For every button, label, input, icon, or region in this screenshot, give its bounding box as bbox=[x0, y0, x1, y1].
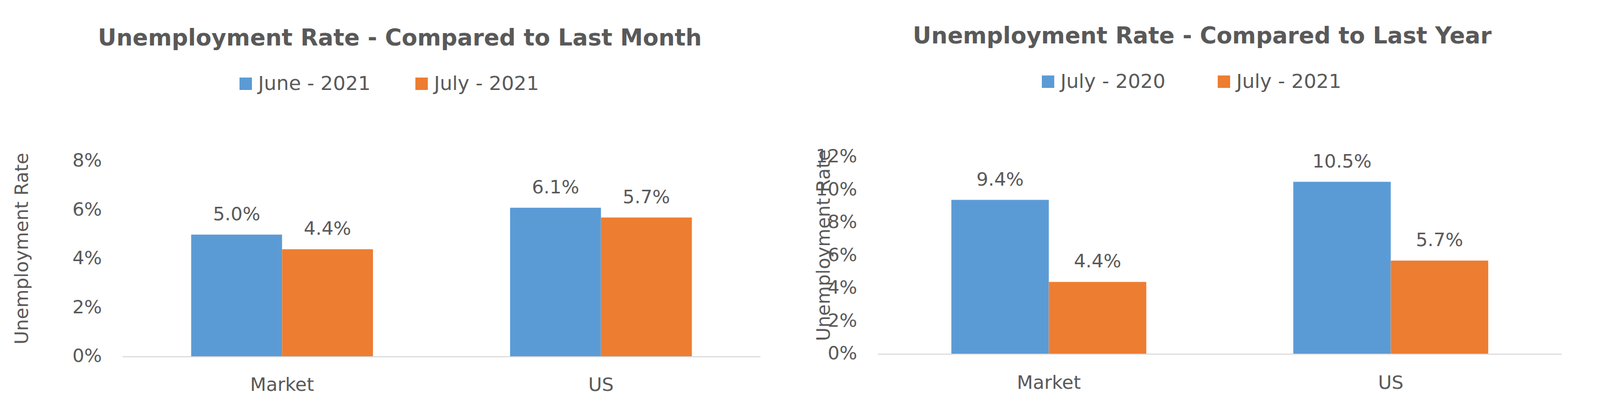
legend-label: June - 2021 bbox=[257, 71, 371, 95]
data-label: 10.5% bbox=[1312, 150, 1372, 172]
plot-area bbox=[191, 207, 693, 357]
data-label: 5.7% bbox=[622, 186, 670, 208]
legend-label: July - 2021 bbox=[432, 71, 540, 95]
chart-title: Unemployment Rate - Compared to Last Yea… bbox=[913, 22, 1492, 49]
data-label: 6.1% bbox=[531, 176, 579, 198]
legend: July - 2020 July - 2021 bbox=[1041, 69, 1342, 93]
y-tick-label: 0% bbox=[72, 345, 102, 367]
y-tick-label: 4% bbox=[72, 247, 102, 269]
data-label: 5.7% bbox=[1415, 229, 1463, 251]
y-tick-label: 12% bbox=[815, 145, 858, 167]
x-tick-label: US bbox=[588, 374, 614, 396]
y-tick-label: 4% bbox=[827, 276, 858, 298]
chart-title: Unemployment Rate - Compared to Last Mon… bbox=[97, 24, 702, 51]
legend-swatch bbox=[415, 77, 428, 91]
bar bbox=[601, 217, 693, 357]
y-tick-label: 2% bbox=[827, 309, 858, 332]
plot-area bbox=[951, 182, 1489, 355]
data-label: 9.4% bbox=[976, 168, 1024, 190]
legend-swatch bbox=[239, 77, 252, 91]
legend-label: July - 2021 bbox=[1235, 69, 1342, 93]
y-tick-label: 8% bbox=[72, 149, 102, 171]
bar bbox=[510, 207, 602, 357]
data-label: 4.4% bbox=[1073, 250, 1121, 272]
data-label: 4.4% bbox=[303, 217, 351, 239]
y-tick-label: 0% bbox=[827, 342, 858, 364]
bar bbox=[1049, 281, 1147, 355]
y-tick-label: 6% bbox=[72, 198, 102, 220]
x-tick-label: Market bbox=[1017, 371, 1082, 394]
x-tick-label: Market bbox=[249, 374, 314, 396]
bar bbox=[951, 200, 1049, 355]
y-tick-label: 6% bbox=[827, 244, 858, 266]
y-tick-label: 8% bbox=[827, 211, 858, 233]
bar bbox=[1391, 260, 1489, 355]
y-tick-label: 10% bbox=[815, 178, 858, 200]
bar bbox=[281, 249, 373, 357]
x-tick-label: US bbox=[1378, 371, 1404, 394]
bar bbox=[1293, 182, 1391, 355]
bar bbox=[191, 234, 283, 357]
x-axis-line bbox=[122, 356, 761, 358]
legend: June - 2021 July - 2021 bbox=[239, 71, 540, 95]
x-axis-line bbox=[877, 353, 1562, 355]
y-axis-label: Unemployment Rate bbox=[10, 153, 33, 346]
chart-canvas: Unemployment Rate - Compared to Last Mon… bbox=[0, 0, 1600, 410]
legend-swatch bbox=[1217, 75, 1231, 88]
legend-swatch bbox=[1041, 75, 1055, 88]
data-label: 5.0% bbox=[213, 203, 261, 225]
chart: Unemployment Rate - Compared to Last Yea… bbox=[812, 22, 1562, 394]
y-tick-label: 2% bbox=[72, 296, 102, 318]
legend-label: July - 2020 bbox=[1059, 69, 1166, 93]
chart: Unemployment Rate - Compared to Last Mon… bbox=[10, 24, 761, 396]
